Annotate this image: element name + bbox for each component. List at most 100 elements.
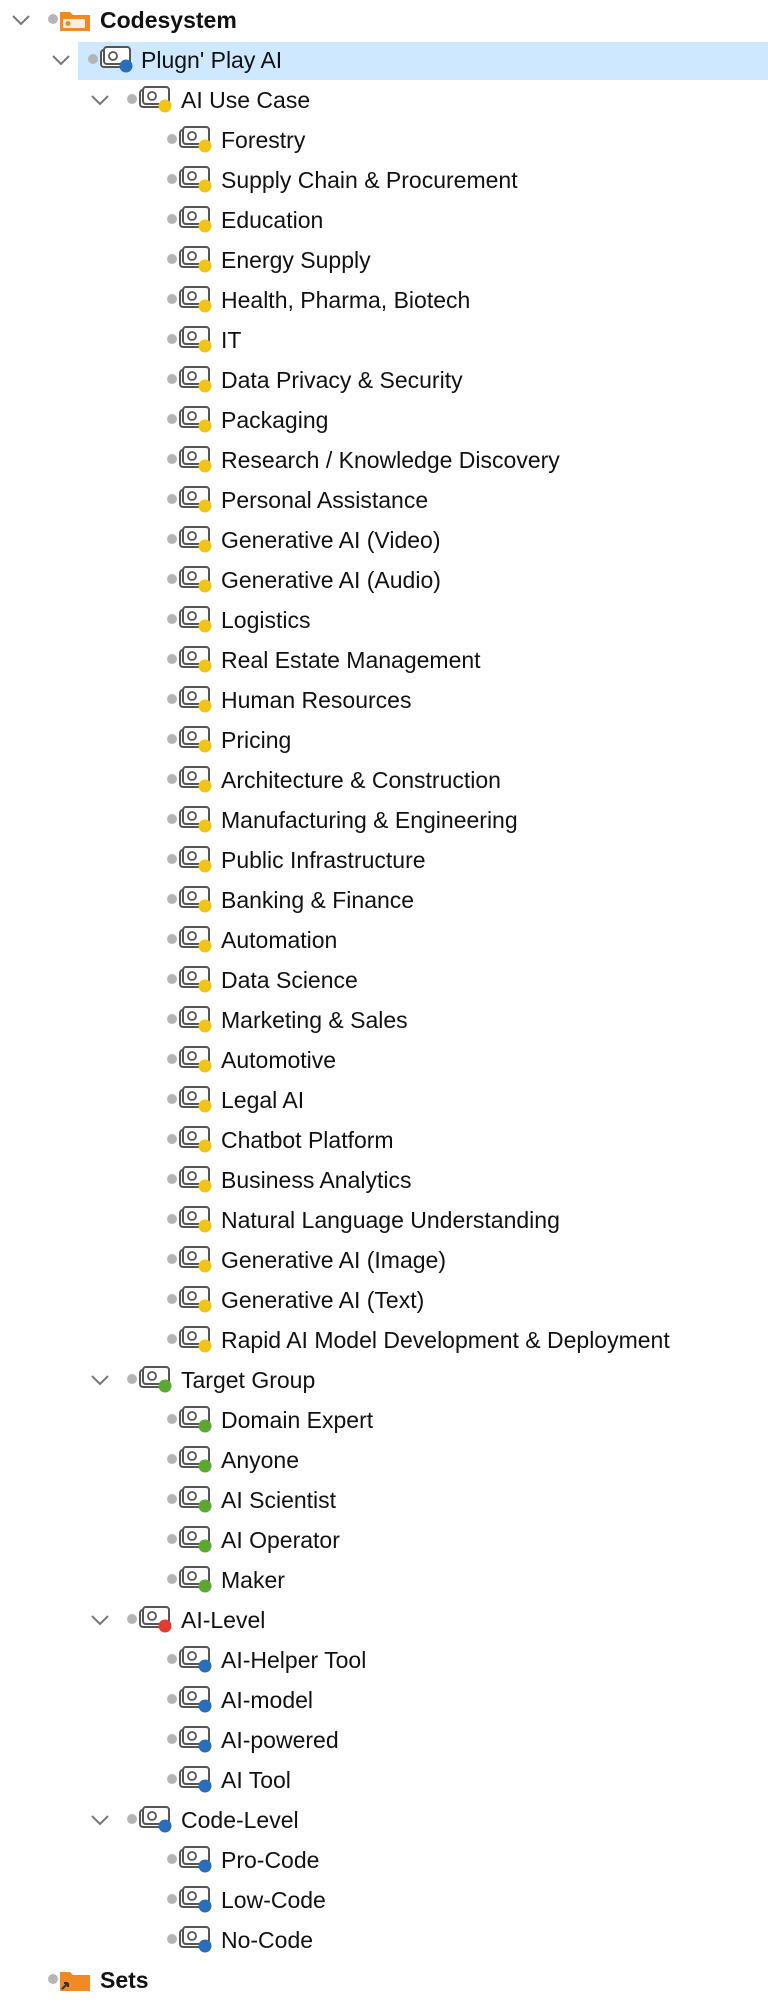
chevron-down-icon[interactable] xyxy=(50,49,72,71)
tree-node-code[interactable]: Low-Code xyxy=(0,1880,768,1920)
code-icon xyxy=(178,606,214,634)
tree-node-code[interactable]: Business Analytics xyxy=(0,1160,768,1200)
code-icon xyxy=(178,886,214,914)
status-dot-icon xyxy=(127,1374,137,1384)
code-icon xyxy=(178,1486,214,1514)
tree-node-code[interactable]: Pricing xyxy=(0,720,768,760)
code-icon xyxy=(138,1606,174,1634)
tree-node-group[interactable]: AI-Level xyxy=(0,1600,768,1640)
tree-node-code[interactable]: Pro-Code xyxy=(0,1840,768,1880)
node-label: Generative AI (Text) xyxy=(221,1287,425,1313)
chevron-down-icon[interactable] xyxy=(89,1809,111,1831)
folder-sets-icon xyxy=(58,1966,94,1994)
tree-node-code[interactable]: Maker xyxy=(0,1560,768,1600)
status-dot-icon xyxy=(167,654,177,664)
code-icon xyxy=(178,1446,214,1474)
tree-node-code[interactable]: Public Infrastructure xyxy=(0,840,768,880)
tree-node-code[interactable]: Natural Language Understanding xyxy=(0,1200,768,1240)
tree-node-code[interactable]: Supply Chain & Procurement xyxy=(0,160,768,200)
code-icon xyxy=(178,1726,214,1754)
tree-node-plugn-play-ai[interactable]: Plugn' Play AI xyxy=(0,40,768,80)
node-label: AI-model xyxy=(221,1687,314,1713)
code-icon xyxy=(178,406,214,434)
node-label: Sets xyxy=(100,1967,149,1993)
status-dot-icon xyxy=(167,1574,177,1584)
tree-node-code[interactable]: Research / Knowledge Discovery xyxy=(0,440,768,480)
tree-node-code[interactable]: Personal Assistance xyxy=(0,480,768,520)
tree-node-code[interactable]: Banking & Finance xyxy=(0,880,768,920)
node-label: Human Resources xyxy=(221,687,412,713)
code-icon xyxy=(178,1846,214,1874)
tree-node-code[interactable]: AI Scientist xyxy=(0,1480,768,1520)
status-dot-icon xyxy=(167,1654,177,1664)
node-label: Automation xyxy=(221,927,338,953)
tree-node-code[interactable]: Automotive xyxy=(0,1040,768,1080)
chevron-down-icon[interactable] xyxy=(89,1369,111,1391)
tree-node-code[interactable]: AI-model xyxy=(0,1680,768,1720)
tree-node-code[interactable]: Domain Expert xyxy=(0,1400,768,1440)
node-label: AI-Helper Tool xyxy=(221,1647,367,1673)
tree-node-code[interactable]: AI-Helper Tool xyxy=(0,1640,768,1680)
node-label: Energy Supply xyxy=(221,247,371,273)
status-dot-icon xyxy=(167,1934,177,1944)
tree-node-code[interactable]: AI Tool xyxy=(0,1760,768,1800)
selection-highlight xyxy=(78,42,768,80)
tree-node-code[interactable]: Manufacturing & Engineering xyxy=(0,800,768,840)
tree-node-code[interactable]: Real Estate Management xyxy=(0,640,768,680)
tree-node-code[interactable]: AI Operator xyxy=(0,1520,768,1560)
code-icon xyxy=(178,1406,214,1434)
tree-node-code[interactable]: Data Science xyxy=(0,960,768,1000)
tree-node-code[interactable]: Architecture & Construction xyxy=(0,760,768,800)
node-label: AI-Level xyxy=(181,1607,266,1633)
tree-node-code[interactable]: Education xyxy=(0,200,768,240)
tree-node-code[interactable]: Generative AI (Image) xyxy=(0,1240,768,1280)
tree-node-code[interactable]: No-Code xyxy=(0,1920,768,1960)
tree-node-code[interactable]: Logistics xyxy=(0,600,768,640)
tree-node-code[interactable]: Human Resources xyxy=(0,680,768,720)
tree-node-code[interactable]: Generative AI (Audio) xyxy=(0,560,768,600)
status-dot-icon xyxy=(167,334,177,344)
status-dot-icon xyxy=(167,174,177,184)
code-icon xyxy=(178,1326,214,1354)
tree-node-code[interactable]: Anyone xyxy=(0,1440,768,1480)
chevron-down-icon[interactable] xyxy=(89,89,111,111)
status-dot-icon xyxy=(167,1694,177,1704)
tree-node-group[interactable]: AI Use Case xyxy=(0,80,768,120)
status-dot-icon xyxy=(167,1454,177,1464)
node-label: AI Use Case xyxy=(181,87,311,113)
tree-node-codesystem[interactable]: Codesystem xyxy=(0,0,768,40)
status-dot-icon xyxy=(167,1414,177,1424)
tree-node-code[interactable]: Rapid AI Model Development & Deployment xyxy=(0,1320,768,1360)
code-icon xyxy=(178,366,214,394)
tree-node-code[interactable]: Energy Supply xyxy=(0,240,768,280)
chevron-down-icon[interactable] xyxy=(10,9,32,31)
status-dot-icon xyxy=(167,1734,177,1744)
tree-node-code[interactable]: Health, Pharma, Biotech xyxy=(0,280,768,320)
tree-node-code[interactable]: Legal AI xyxy=(0,1080,768,1120)
tree-node-code[interactable]: Generative AI (Video) xyxy=(0,520,768,560)
tree-node-code[interactable]: Marketing & Sales xyxy=(0,1000,768,1040)
code-icon xyxy=(178,846,214,874)
tree-node-code[interactable]: Forestry xyxy=(0,120,768,160)
node-label: Plugn' Play AI xyxy=(141,47,283,73)
tree-node-group[interactable]: Code-Level xyxy=(0,1800,768,1840)
tree-node-code[interactable]: Chatbot Platform xyxy=(0,1120,768,1160)
tree-node-code[interactable]: AI-powered xyxy=(0,1720,768,1760)
tree-node-code[interactable]: Automation xyxy=(0,920,768,960)
tree-node-code[interactable]: IT xyxy=(0,320,768,360)
tree-node-sets[interactable]: Sets xyxy=(0,1960,768,2000)
code-icon xyxy=(178,926,214,954)
code-icon xyxy=(178,526,214,554)
chevron-down-icon[interactable] xyxy=(89,1609,111,1631)
tree-node-code[interactable]: Generative AI (Text) xyxy=(0,1280,768,1320)
node-label: Personal Assistance xyxy=(221,487,429,513)
status-dot-icon xyxy=(167,894,177,904)
code-icon xyxy=(138,1366,174,1394)
code-icon xyxy=(178,1046,214,1074)
node-label: Real Estate Management xyxy=(221,647,481,673)
tree-node-code[interactable]: Packaging xyxy=(0,400,768,440)
status-dot-icon xyxy=(167,1894,177,1904)
tree-node-group[interactable]: Target Group xyxy=(0,1360,768,1400)
code-icon xyxy=(178,326,214,354)
tree-node-code[interactable]: Data Privacy & Security xyxy=(0,360,768,400)
